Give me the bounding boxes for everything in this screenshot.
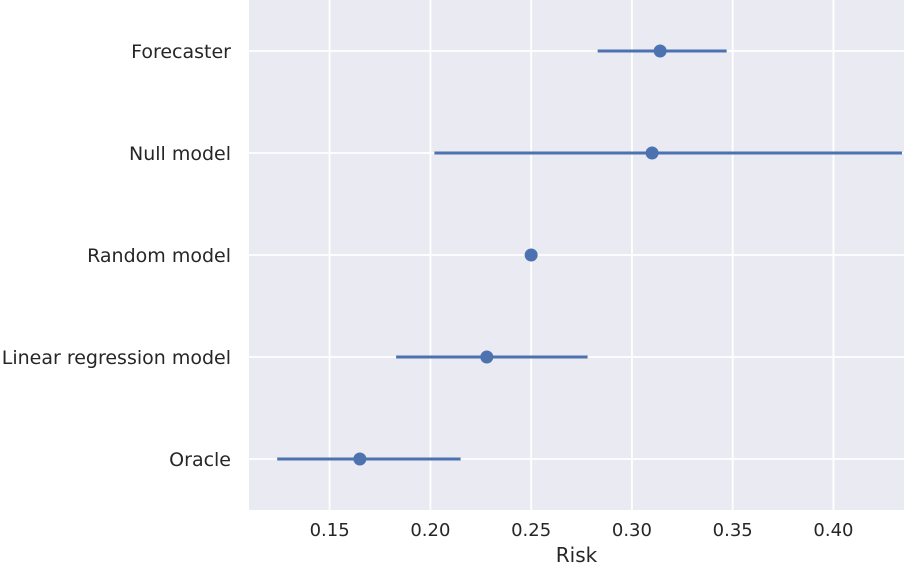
category-labels: Forecaster Null model Random model Linear r… — [2, 41, 231, 471]
data-marks — [277, 44, 902, 466]
point-marker — [524, 248, 538, 262]
point-marker — [645, 146, 659, 160]
category-label: Linear regression model — [2, 347, 231, 369]
category-label: Random model — [87, 245, 231, 267]
x-tick-label: 0.25 — [511, 520, 551, 541]
point-marker — [653, 44, 667, 58]
category-label: Forecaster — [131, 41, 231, 63]
x-tick-label: 0.15 — [310, 520, 350, 541]
x-axis-title: Risk — [556, 543, 598, 567]
x-tick-label: 0.40 — [813, 520, 853, 541]
x-tick-label: 0.20 — [410, 520, 450, 541]
category-label: Null model — [129, 143, 231, 165]
x-tick-label: 0.35 — [713, 520, 753, 541]
category-label: Oracle — [169, 449, 231, 471]
point-marker — [480, 350, 494, 364]
point-marker — [353, 452, 367, 466]
x-tick-label: 0.30 — [612, 520, 652, 541]
x-tick-labels: 0.15 0.20 0.25 0.30 0.35 0.40 — [310, 520, 854, 541]
